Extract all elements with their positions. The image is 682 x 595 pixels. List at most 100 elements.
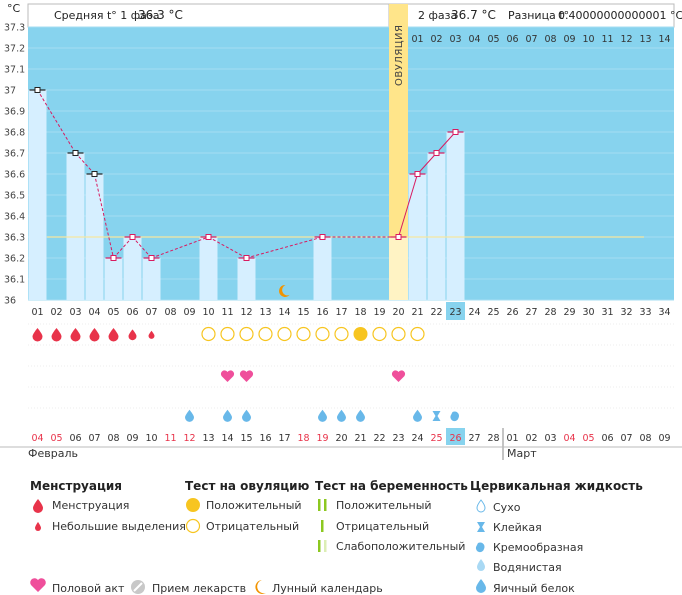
cycle-day-number[interactable]: 14: [278, 307, 290, 318]
temperature-point[interactable]: [129, 234, 136, 240]
intercourse-heart-icon[interactable]: [239, 370, 254, 382]
calendar-date[interactable]: 17: [278, 433, 290, 444]
cycle-day-number[interactable]: 01: [31, 307, 43, 318]
calendar-date[interactable]: 08: [107, 433, 119, 444]
calendar-date[interactable]: 15: [240, 433, 252, 444]
temperature-point[interactable]: [34, 87, 41, 93]
intercourse-heart-icon[interactable]: [391, 370, 406, 382]
cycle-day-number[interactable]: 13: [259, 307, 271, 318]
calendar-date[interactable]: 11: [164, 433, 176, 444]
calendar-date[interactable]: 04: [31, 433, 43, 444]
calendar-date[interactable]: 03: [544, 433, 556, 444]
ovulation-test-negative-icon[interactable]: [296, 326, 311, 342]
cycle-day-number[interactable]: 20: [392, 307, 404, 318]
temperature-point[interactable]: [319, 234, 326, 240]
calendar-date[interactable]: 07: [88, 433, 100, 444]
cycle-day-number[interactable]: 06: [126, 307, 138, 318]
ovulation-test-negative-icon[interactable]: [258, 326, 273, 342]
ovulation-test-positive-icon[interactable]: [353, 327, 368, 341]
fluid-eggwhite-icon[interactable]: [337, 409, 346, 422]
cycle-day-number[interactable]: 29: [563, 307, 575, 318]
calendar-date[interactable]: 12: [183, 433, 195, 444]
temperature-point[interactable]: [243, 255, 250, 261]
intercourse-heart-icon[interactable]: [220, 370, 235, 382]
cycle-day-number[interactable]: 27: [525, 307, 537, 318]
calendar-date[interactable]: 16: [259, 433, 271, 444]
temperature-point[interactable]: [205, 234, 212, 240]
cycle-day-number[interactable]: 32: [620, 307, 632, 318]
cycle-day-number[interactable]: 23: [449, 307, 461, 318]
calendar-date[interactable]: 19: [316, 433, 328, 444]
cycle-day-number[interactable]: 11: [221, 307, 233, 318]
ovulation-test-negative-icon[interactable]: [277, 326, 292, 342]
menstruation-drop-icon[interactable]: [128, 329, 137, 341]
cycle-day-number[interactable]: 28: [544, 307, 556, 318]
cycle-day-number[interactable]: 07: [145, 307, 157, 318]
temperature-point[interactable]: [395, 234, 402, 240]
calendar-date[interactable]: 04: [563, 433, 575, 444]
calendar-date[interactable]: 13: [202, 433, 214, 444]
calendar-date[interactable]: 14: [221, 433, 233, 444]
cycle-day-number[interactable]: 25: [487, 307, 499, 318]
fluid-eggwhite-icon[interactable]: [242, 409, 251, 422]
temperature-point[interactable]: [91, 171, 98, 177]
ovulation-test-negative-icon[interactable]: [239, 326, 254, 342]
fluid-creamy-icon[interactable]: [450, 411, 460, 422]
cycle-day-number[interactable]: 17: [335, 307, 347, 318]
fluid-eggwhite-icon[interactable]: [185, 409, 194, 422]
ovulation-test-negative-icon[interactable]: [391, 326, 406, 342]
cycle-day-number[interactable]: 30: [582, 307, 594, 318]
cycle-day-number[interactable]: 08: [164, 307, 176, 318]
calendar-date[interactable]: 25: [430, 433, 442, 444]
temperature-point[interactable]: [433, 150, 440, 156]
calendar-date[interactable]: 09: [126, 433, 138, 444]
cycle-day-number[interactable]: 03: [69, 307, 81, 318]
cycle-day-number[interactable]: 10: [202, 307, 214, 318]
cycle-day-number[interactable]: 09: [183, 307, 195, 318]
cycle-day-number[interactable]: 18: [354, 307, 366, 318]
menstruation-drop-icon[interactable]: [148, 330, 155, 339]
cycle-day-number[interactable]: 33: [639, 307, 651, 318]
calendar-date[interactable]: 24: [411, 433, 423, 444]
calendar-date[interactable]: 05: [582, 433, 594, 444]
calendar-date[interactable]: 05: [50, 433, 62, 444]
fluid-eggwhite-icon[interactable]: [356, 409, 365, 422]
cycle-day-number[interactable]: 19: [373, 307, 385, 318]
menstruation-drop-icon[interactable]: [70, 328, 81, 342]
ovulation-test-negative-icon[interactable]: [334, 326, 349, 342]
cycle-day-number[interactable]: 21: [411, 307, 423, 318]
cycle-day-number[interactable]: 22: [430, 307, 442, 318]
calendar-date[interactable]: 01: [506, 433, 518, 444]
calendar-date[interactable]: 08: [639, 433, 651, 444]
calendar-date[interactable]: 22: [373, 433, 385, 444]
cycle-day-number[interactable]: 05: [107, 307, 119, 318]
fluid-eggwhite-icon[interactable]: [318, 409, 327, 422]
ovulation-test-negative-icon[interactable]: [201, 326, 216, 342]
calendar-date[interactable]: 26: [449, 433, 461, 444]
ovulation-test-negative-icon[interactable]: [410, 326, 425, 342]
calendar-date[interactable]: 18: [297, 433, 309, 444]
calendar-date[interactable]: 27: [468, 433, 480, 444]
cycle-day-number[interactable]: 24: [468, 307, 480, 318]
fluid-eggwhite-icon[interactable]: [223, 409, 232, 422]
calendar-date[interactable]: 23: [392, 433, 404, 444]
calendar-date[interactable]: 06: [601, 433, 613, 444]
calendar-date[interactable]: 28: [487, 433, 499, 444]
ovulation-test-negative-icon[interactable]: [315, 326, 330, 342]
calendar-date[interactable]: 07: [620, 433, 632, 444]
calendar-date[interactable]: 06: [69, 433, 81, 444]
temperature-point[interactable]: [72, 150, 79, 156]
calendar-date[interactable]: 10: [145, 433, 157, 444]
cycle-day-number[interactable]: 16: [316, 307, 328, 318]
calendar-date[interactable]: 21: [354, 433, 366, 444]
menstruation-drop-icon[interactable]: [51, 328, 62, 342]
calendar-date[interactable]: 20: [335, 433, 347, 444]
ovulation-test-negative-icon[interactable]: [372, 326, 387, 342]
fluid-sticky-icon[interactable]: [432, 411, 441, 421]
cycle-day-number[interactable]: 15: [297, 307, 309, 318]
calendar-date[interactable]: 09: [658, 433, 670, 444]
cycle-day-number[interactable]: 02: [50, 307, 62, 318]
menstruation-drop-icon[interactable]: [108, 328, 119, 342]
cycle-day-number[interactable]: 34: [658, 307, 670, 318]
ovulation-test-negative-icon[interactable]: [220, 326, 235, 342]
